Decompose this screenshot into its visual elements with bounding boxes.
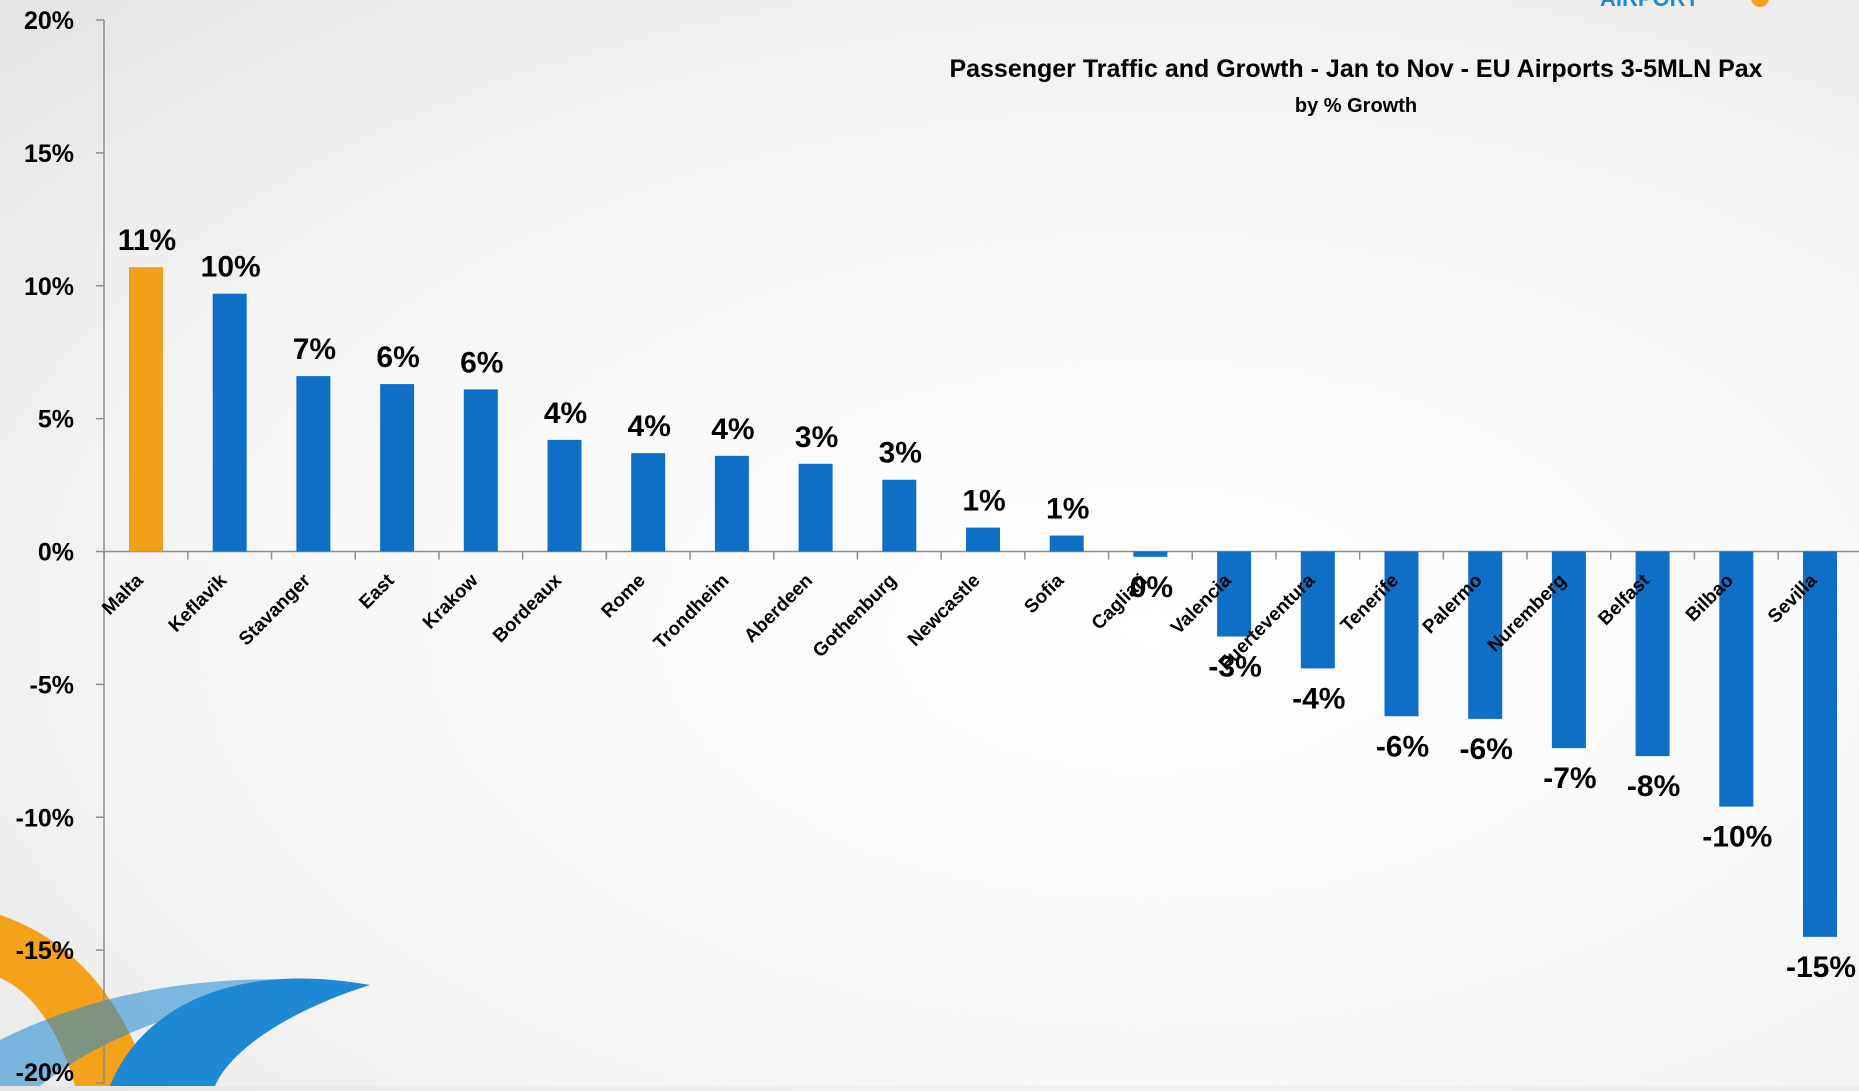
bar-nuremberg — [1551, 551, 1586, 749]
y-tick-label: -15% — [16, 937, 74, 965]
data-label: 11% — [118, 224, 176, 257]
bar-malta — [129, 267, 163, 552]
data-label: 1% — [962, 485, 1005, 518]
bar-krakow — [463, 389, 498, 552]
category-label: Rome — [598, 570, 650, 622]
bar-gothenburg — [882, 479, 917, 552]
y-tick-label: -10% — [16, 804, 74, 832]
data-label: -15% — [1786, 951, 1856, 984]
bar-stavanger — [296, 376, 331, 552]
data-label: 3% — [879, 437, 922, 470]
category-label: Trondheim — [650, 570, 734, 654]
category-label: Gothenburg — [809, 570, 901, 662]
data-label: -10% — [1702, 821, 1772, 854]
data-label: -4% — [1292, 682, 1345, 715]
data-label: 4% — [544, 397, 587, 430]
chart-subtitle: by % Growth — [1295, 95, 1417, 117]
y-tick-label: 5% — [38, 406, 74, 434]
data-label: 10% — [201, 251, 261, 284]
category-label: Stavanger — [235, 570, 315, 650]
category-label: Bordeaux — [489, 570, 566, 647]
x-axis — [103, 550, 1859, 560]
data-label: -7% — [1543, 762, 1596, 795]
y-tick-label: -5% — [30, 671, 74, 699]
logo-text: AIRPORT — [1600, 0, 1700, 11]
data-labels-group: 11% 10% 7% 6% 6% 4% 4% 4% 3% 3% 1% 1% 0% -3% -4% -6% -6%… — [118, 224, 1856, 984]
bar-aberdeen — [798, 463, 833, 552]
data-label: 6% — [460, 346, 503, 379]
bar-fuerteventura — [1300, 551, 1335, 669]
category-label: Malta — [98, 570, 147, 619]
bar-bordeaux — [547, 439, 582, 552]
blue-swoosh-ribbon — [0, 979, 370, 1086]
category-label: Sofia — [1021, 570, 1069, 618]
data-label: 4% — [628, 410, 671, 443]
data-label: 3% — [795, 421, 838, 454]
data-label: -3% — [1208, 651, 1261, 684]
y-axis: 20% 15% 10% 5% 0% -5% -10% -15% -20% — [16, 7, 105, 1087]
bar-tenerife — [1384, 551, 1419, 717]
bar-sofia — [1049, 535, 1084, 552]
data-label: 1% — [1046, 493, 1089, 526]
y-tick-label: 0% — [38, 539, 74, 567]
bar-newcastle — [966, 527, 1000, 552]
category-label: East — [355, 570, 399, 614]
airport-logo: AIRPORT — [1600, 0, 1769, 11]
data-label: 6% — [376, 341, 419, 374]
category-label: Aberdeen — [740, 570, 817, 647]
bar-belfast — [1635, 551, 1670, 757]
orange-swoosh-shape — [0, 915, 150, 1086]
swoosh-logo-decoration — [0, 915, 370, 1086]
y-tick-label: 20% — [24, 7, 74, 35]
data-label: -8% — [1627, 770, 1680, 803]
data-label: 4% — [711, 413, 754, 446]
category-label: Newcastle — [904, 570, 985, 651]
bar-cagliari — [1133, 551, 1168, 557]
data-label: 7% — [293, 333, 336, 366]
bar-keflavik — [212, 293, 247, 552]
y-tick-label: 15% — [24, 140, 74, 168]
bar-valencia — [1217, 551, 1252, 637]
data-label: 0% — [1130, 571, 1173, 604]
data-label: -6% — [1460, 733, 1513, 766]
chart-title: Passenger Traffic and Growth - Jan to No… — [949, 55, 1762, 83]
bar-rome — [631, 453, 666, 552]
bar-east — [380, 384, 415, 552]
bar-bilbao — [1719, 551, 1754, 807]
category-label: Keflavik — [165, 570, 232, 637]
category-label: Krakow — [419, 570, 483, 634]
logo-sun-dot — [1751, 0, 1769, 7]
y-tick-label: 10% — [24, 273, 74, 301]
blue-swoosh-shape — [110, 978, 370, 1086]
data-label: -6% — [1376, 730, 1429, 763]
bars-group — [129, 267, 1837, 937]
y-tick-label: -20% — [16, 1059, 74, 1086]
bar-trondheim — [714, 455, 749, 552]
bar-palermo — [1468, 551, 1503, 719]
bar-sevilla — [1803, 551, 1837, 937]
